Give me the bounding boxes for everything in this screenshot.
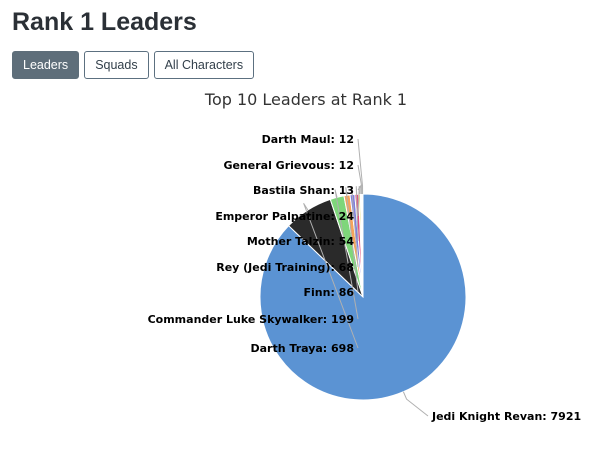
view-tabs: Leaders Squads All Characters <box>12 51 255 79</box>
connector-finn <box>345 187 359 293</box>
connector-bastila-shan <box>357 184 362 195</box>
page-title: Rank 1 Leaders <box>12 8 197 36</box>
slice-label-emperor-palpatine: Emperor Palpatine: 24 <box>215 210 354 223</box>
connector-jedi-knight-revan <box>402 391 429 417</box>
chart-title: Top 10 Leaders at Rank 1 <box>204 90 407 109</box>
connector-emperor-palpatine <box>357 186 361 217</box>
tab-all-characters[interactable]: All Characters <box>153 51 255 79</box>
slice-label-mother-talzin: Mother Talzin: 54 <box>247 235 354 248</box>
label-connectors <box>303 138 429 417</box>
connector-commander-luke-skywalker <box>334 189 359 320</box>
slice-label-rey-jedi-training: Rey (Jedi Training): 68 <box>216 261 354 274</box>
slice-label-jedi-knight-revan: Jedi Knight Revan: 7921 <box>431 410 581 423</box>
connector-general-grievous <box>357 164 363 195</box>
tab-leaders[interactable]: Leaders <box>12 51 80 79</box>
slice-label-general-grievous: General Grievous: 12 <box>223 159 354 172</box>
pie-chart: Top 10 Leaders at Rank 1 Jedi Knight Rev… <box>148 90 582 423</box>
connector-mother-talzin <box>355 186 359 242</box>
pie-slices <box>259 193 467 401</box>
connector-rey-jedi-training <box>351 186 359 268</box>
pie-slice-darth-maul[interactable] <box>361 193 364 298</box>
slice-label-darth-traya: Darth Traya: 698 <box>251 342 355 355</box>
slice-label-darth-maul: Darth Maul: 12 <box>262 133 354 146</box>
slice-label-commander-luke-skywalker: Commander Luke Skywalker: 199 <box>148 313 354 326</box>
tab-squads[interactable]: Squads <box>84 51 149 79</box>
slice-labels: Jedi Knight Revan: 7921 Darth Traya: 698 C… <box>148 133 582 423</box>
connector-darth-maul <box>357 138 364 195</box>
connector-darth-traya <box>303 202 359 349</box>
slice-label-finn: Finn: 86 <box>304 286 355 299</box>
slice-label-bastila-shan: Bastila Shan: 13 <box>253 184 354 197</box>
